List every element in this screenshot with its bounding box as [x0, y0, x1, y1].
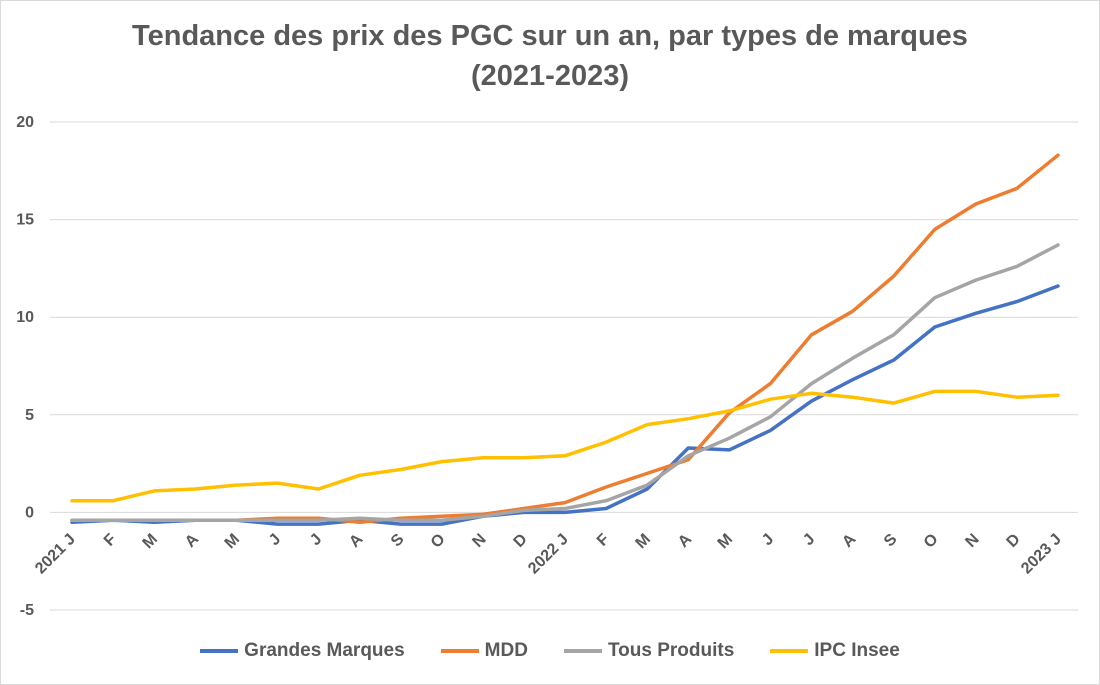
legend-swatch: [440, 649, 479, 653]
x-tick-label: N: [469, 531, 489, 551]
x-tick-label: O: [428, 531, 449, 552]
x-tick-label: J: [307, 531, 325, 549]
chart-legend: Grandes Marques MDD Tous Produits IPC Insee: [0, 640, 1100, 662]
x-tick-label: N: [962, 531, 982, 551]
y-tick-label: 10: [16, 309, 34, 326]
x-tick-label: 2021 J: [32, 531, 79, 578]
legend-label: MDD: [484, 640, 528, 661]
x-tick-label: A: [346, 530, 367, 551]
legend-swatch: [770, 649, 809, 653]
x-tick-label: M: [715, 531, 736, 552]
chart-title: Tendance des prix des PGC sur un an, par…: [0, 16, 1100, 96]
y-tick-label: 0: [25, 504, 34, 521]
y-tick-label: 5: [25, 407, 34, 424]
x-tick-label: M: [633, 531, 654, 552]
y-tick-label: -5: [20, 602, 34, 619]
x-tick-label: S: [388, 531, 408, 551]
x-tick-label: A: [675, 530, 696, 551]
x-tick-label: 2023 J: [1018, 531, 1065, 578]
x-tick-label: F: [101, 531, 120, 550]
series-line-tous-produits: [70, 243, 1060, 522]
legend-swatch: [200, 649, 239, 653]
x-tick-label: J: [266, 531, 284, 549]
x-tick-label: M: [222, 531, 243, 552]
y-tick-label: 15: [16, 212, 34, 229]
legend-label: Grandes Marques: [244, 640, 405, 661]
legend-label: Tous Produits: [607, 640, 735, 661]
x-tick-label: 2022 J: [525, 531, 572, 578]
y-tick-label: 20: [16, 114, 34, 131]
legend-swatch: [563, 649, 602, 653]
legend-item: Tous Produits: [563, 640, 735, 662]
legend-item: Grandes Marques: [200, 640, 405, 662]
chart-subtitle: (2021-2023): [471, 60, 629, 92]
legend-label: IPC Insee: [814, 640, 900, 661]
x-tick-label: O: [921, 531, 942, 552]
x-tick-label: A: [182, 530, 203, 551]
x-tick-label: S: [881, 531, 901, 551]
x-tick-label: M: [140, 531, 161, 552]
series-line-ipc-insee: [70, 389, 1060, 503]
x-tick-label: J: [800, 531, 818, 549]
x-tick-label: F: [594, 531, 613, 550]
legend-item: IPC Insee: [770, 640, 900, 662]
x-tick-label: D: [1004, 531, 1024, 551]
legend-item: MDD: [440, 640, 528, 662]
x-tick-label: A: [839, 530, 860, 551]
chart-title-line1: Tendance des prix des PGC sur un an, par…: [132, 20, 968, 52]
x-tick-label: D: [511, 531, 531, 551]
series-line-mdd: [70, 153, 1060, 524]
x-tick-label: J: [759, 531, 777, 549]
